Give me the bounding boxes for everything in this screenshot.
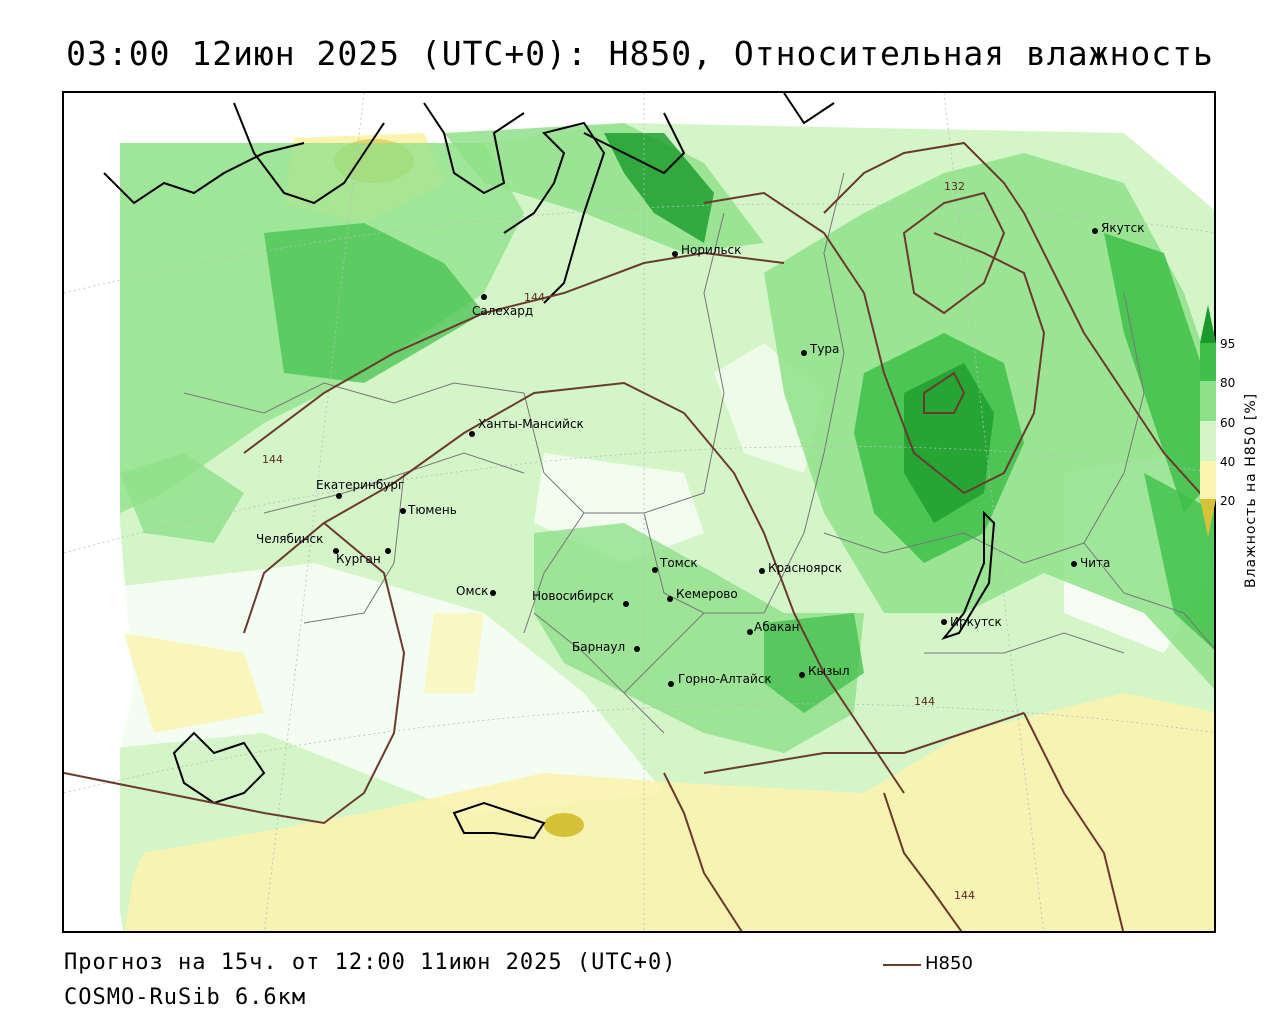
city-dot-salekhard — [481, 294, 487, 300]
city-markers: Норильск Якутск Салехард Тура Ханты-Манс… — [256, 221, 1145, 687]
contour-label: 132 — [944, 180, 965, 193]
city-dot-chelyabinsk — [333, 548, 339, 554]
colorbar-tick: 40 — [1220, 455, 1236, 469]
city-label-kyzyl: Кызыл — [808, 664, 850, 678]
colorbar-segment-95 — [1200, 343, 1216, 381]
city-dot-novosibirsk — [623, 601, 629, 607]
h850-legend-line — [883, 964, 921, 966]
city-label-kurgan: Курган — [336, 552, 381, 566]
rh-95-area — [1104, 233, 1214, 513]
city-dot-abakan — [747, 629, 753, 635]
rh-max-area — [904, 363, 994, 523]
graticule — [64, 93, 1214, 931]
city-dot-norilsk — [672, 251, 678, 257]
city-label-ekaterinburg: Екатеринбург — [316, 478, 404, 492]
city-label-tyumen: Тюмень — [407, 503, 457, 517]
humidity-colorbar — [1200, 305, 1216, 537]
city-label-novosibirsk: Новосибирск — [532, 589, 614, 603]
city-label-norilsk: Норильск — [681, 243, 741, 257]
city-dot-kemerovo — [667, 596, 673, 602]
humidity-map: 132 144 144 144 144 Норильск Якутск Сале… — [64, 93, 1214, 931]
coastlines — [103, 93, 996, 840]
colorbar-cap-bottom — [1200, 499, 1216, 537]
colorbar-title: Влажность на H850 [%] — [1243, 392, 1259, 588]
rh-20-area — [544, 813, 584, 837]
city-label-kemerovo: Кемерово — [676, 587, 738, 601]
city-dot-khanty-mansiysk — [469, 431, 475, 437]
city-dot-yakutsk — [1092, 228, 1098, 234]
city-dot-kyzyl — [799, 672, 805, 678]
city-dot-omsk — [490, 590, 496, 596]
colorbar-cap-top — [1200, 305, 1216, 343]
colorbar-segment-80 — [1200, 381, 1216, 421]
city-label-irkutsk: Иркутск — [950, 615, 1002, 629]
rh-low-area — [64, 563, 664, 813]
colorbar-tick: 60 — [1220, 416, 1236, 430]
forecast-info: Прогноз на 15ч. от 12:00 11июн 2025 (UTC… — [64, 950, 677, 975]
colorbar-segment-40 — [1200, 461, 1216, 499]
map-panel: 132 144 144 144 144 Норильск Якутск Сале… — [62, 91, 1216, 933]
rh-low-area — [64, 243, 120, 931]
city-label-tomsk: Томск — [659, 556, 698, 570]
city-label-barnaul: Барнаул — [572, 640, 625, 654]
rh-95-area — [1144, 473, 1214, 650]
city-label-yakutsk: Якутск — [1101, 221, 1145, 235]
rh-80-area — [120, 453, 244, 543]
city-dot-gorno-altaysk — [668, 681, 674, 687]
city-label-salekhard: Салехард — [472, 304, 533, 318]
contour-label: 144 — [262, 453, 283, 466]
contour-label: 144 — [914, 695, 935, 708]
contour-label: 144 — [954, 889, 975, 902]
city-dot-irkutsk — [941, 619, 947, 625]
model-name: COSMO-RuSib 6.6км — [64, 985, 307, 1010]
rh-40-area — [124, 693, 1214, 931]
city-label-omsk: Омск — [456, 584, 488, 598]
city-label-abakan: Абакан — [754, 620, 799, 634]
city-dot-barnaul — [634, 646, 640, 652]
city-label-chita: Чита — [1080, 556, 1110, 570]
rh-max-area — [604, 133, 714, 243]
city-dot-krasnoyarsk — [759, 568, 765, 574]
city-dot-kurgan — [385, 548, 391, 554]
city-label-gorno-altaysk: Горно-Алтайск — [678, 672, 772, 686]
city-label-tura: Тура — [809, 342, 839, 356]
rh-40-area — [124, 633, 264, 733]
city-dot-chita — [1071, 561, 1077, 567]
map-title: 03:00 12июн 2025 (UTC+0): H850, Относите… — [66, 34, 1214, 73]
city-label-chelyabinsk: Челябинск — [256, 532, 323, 546]
h850-legend-label: H850 — [925, 953, 973, 974]
colorbar-tick: 80 — [1220, 376, 1236, 390]
colorbar-tick: 20 — [1220, 494, 1236, 508]
contour-label: 144 — [524, 291, 545, 304]
h850-contours — [64, 141, 1214, 931]
rh-95-area — [764, 613, 864, 713]
city-dot-ekaterinburg — [336, 493, 342, 499]
city-dot-tyumen — [400, 508, 406, 514]
colorbar-segment-60 — [1200, 421, 1216, 461]
city-dot-tura — [801, 350, 807, 356]
rh-40-area — [424, 613, 484, 693]
city-dot-tomsk — [652, 567, 658, 573]
city-label-krasnoyarsk: Красноярск — [768, 561, 842, 575]
colorbar-tick: 95 — [1220, 337, 1236, 351]
city-label-khanty-mansiysk: Ханты-Мансийск — [478, 417, 584, 431]
rh-95-area — [264, 223, 484, 383]
